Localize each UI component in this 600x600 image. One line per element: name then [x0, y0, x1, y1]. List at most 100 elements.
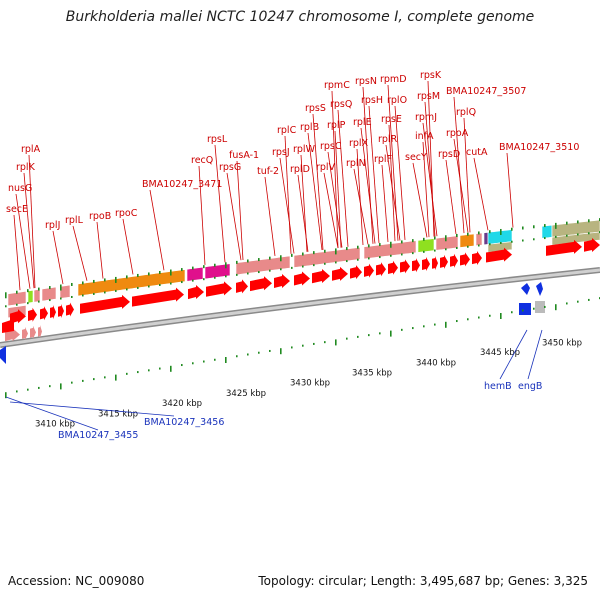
mid-tick	[236, 273, 238, 276]
upper-tick	[324, 249, 326, 253]
upper-tick	[247, 259, 249, 263]
gene-arrow-2	[40, 306, 48, 321]
upper-tick	[577, 220, 579, 224]
gene-arrow-28	[486, 247, 512, 263]
mid-tick	[148, 285, 150, 288]
mid-tick	[313, 264, 315, 267]
feature-band-4	[59, 284, 71, 299]
scale-tick	[27, 388, 29, 391]
upper-tick	[5, 292, 7, 299]
scale-tick	[60, 383, 62, 390]
gene-label-rplE: rplE	[353, 117, 372, 128]
scale-tick	[302, 344, 304, 347]
scale-tick	[577, 300, 579, 303]
mid-tick	[456, 246, 458, 249]
scale-tick	[203, 360, 205, 363]
upper-tick	[258, 258, 260, 262]
gene-leader-rpsD	[445, 159, 457, 235]
mid-tick	[379, 256, 381, 259]
gene-label-BMA10247_3456: BMA10247_3456	[144, 417, 224, 428]
leader-3456	[9, 401, 175, 417]
kbp-tick-label: 3430 kbp	[290, 379, 330, 389]
mid-tick	[203, 278, 205, 281]
gene-label-rpsE: rpsE	[381, 114, 402, 125]
scale-tick	[225, 357, 227, 363]
scale-tick	[588, 298, 590, 301]
gene-hemB	[521, 283, 530, 295]
gene-arrow-15	[332, 266, 348, 281]
scale-tick	[555, 304, 557, 311]
scale-tick	[500, 313, 502, 319]
gene-leader-BMA10247_3510	[506, 152, 514, 228]
upper-tick	[434, 236, 436, 240]
gene-label-BMA10247_3510: BMA10247_3510	[499, 142, 579, 153]
gene-leader-secY	[412, 162, 428, 238]
upper-tick	[456, 233, 458, 237]
kbp-tick-label: 3415 kbp	[98, 409, 138, 419]
gene-arrow-30	[584, 238, 600, 252]
scale-tick	[379, 332, 381, 335]
mid-tick	[445, 248, 447, 251]
gene-label-rpsM: rpsM	[417, 91, 440, 102]
scale-tick	[511, 311, 513, 314]
scale-tick	[16, 390, 18, 393]
gene-label-BMA10247_3507: BMA10247_3507	[446, 86, 526, 97]
gene-leader-BMA10247_3471	[149, 189, 165, 271]
gene-leader-fusA-1	[236, 160, 244, 260]
upper-tick	[368, 244, 370, 248]
scale-tick	[192, 362, 194, 365]
gene-label-cutA: cutA	[466, 147, 488, 158]
gene-label-rplD: rplD	[290, 164, 310, 175]
mid-tick	[390, 254, 392, 257]
scale-tick	[258, 351, 260, 354]
mid-tick	[16, 303, 18, 306]
gene-leader-rplE	[360, 127, 376, 244]
scale-tick	[236, 355, 238, 358]
gene-label-rpsS: rpsS	[305, 103, 326, 114]
mid-tick	[137, 286, 139, 289]
scale-tick	[368, 334, 370, 337]
gene-label-rpsL: rpsL	[207, 134, 228, 145]
gene-leader-recQ	[198, 165, 206, 265]
mid-tick	[346, 260, 348, 263]
gene-arrow-8	[188, 285, 204, 300]
gene-label-rpmC: rpmC	[324, 80, 350, 91]
mid-tick	[60, 297, 62, 300]
gene-label-infA: infA	[415, 131, 434, 142]
gene-label-rpmD: rpmD	[380, 74, 407, 85]
gene-arrow-19	[388, 260, 398, 275]
upper-tick	[181, 268, 183, 272]
feature-band-2	[33, 288, 41, 303]
upper-tick	[214, 263, 216, 267]
gene-leader-rplA	[28, 154, 36, 289]
gene-leader-rpoC	[122, 218, 134, 275]
feature-band-17	[541, 224, 553, 239]
gene-leader-rplF	[381, 164, 389, 243]
scale-tick	[115, 374, 117, 381]
gene-leader-rplC	[284, 135, 292, 254]
mid-tick	[434, 249, 436, 252]
upper-tick	[137, 273, 139, 277]
gene-leader-rplV	[323, 172, 339, 249]
upper-tick	[159, 270, 161, 274]
scale-tick	[566, 302, 568, 305]
mid-tick	[291, 266, 293, 269]
scale-tick	[335, 339, 337, 346]
upper-tick	[588, 219, 590, 223]
gene-label-rplB: rplB	[300, 122, 319, 133]
gene-label-recQ: recQ	[191, 155, 213, 166]
mid-tick	[82, 294, 84, 297]
upper-tick	[192, 266, 194, 270]
gene-block-blue	[519, 303, 531, 315]
feature-band-3	[41, 286, 57, 302]
gene-leader-rpsQ	[337, 109, 349, 247]
mid-tick	[423, 250, 425, 253]
scale-tick	[467, 318, 469, 321]
upper-tick	[203, 265, 205, 269]
mid-tick	[181, 281, 183, 284]
upper-tick	[225, 262, 227, 269]
upper-tick	[401, 240, 403, 244]
feature-band-13	[459, 233, 475, 248]
feature-band-15	[483, 231, 489, 246]
